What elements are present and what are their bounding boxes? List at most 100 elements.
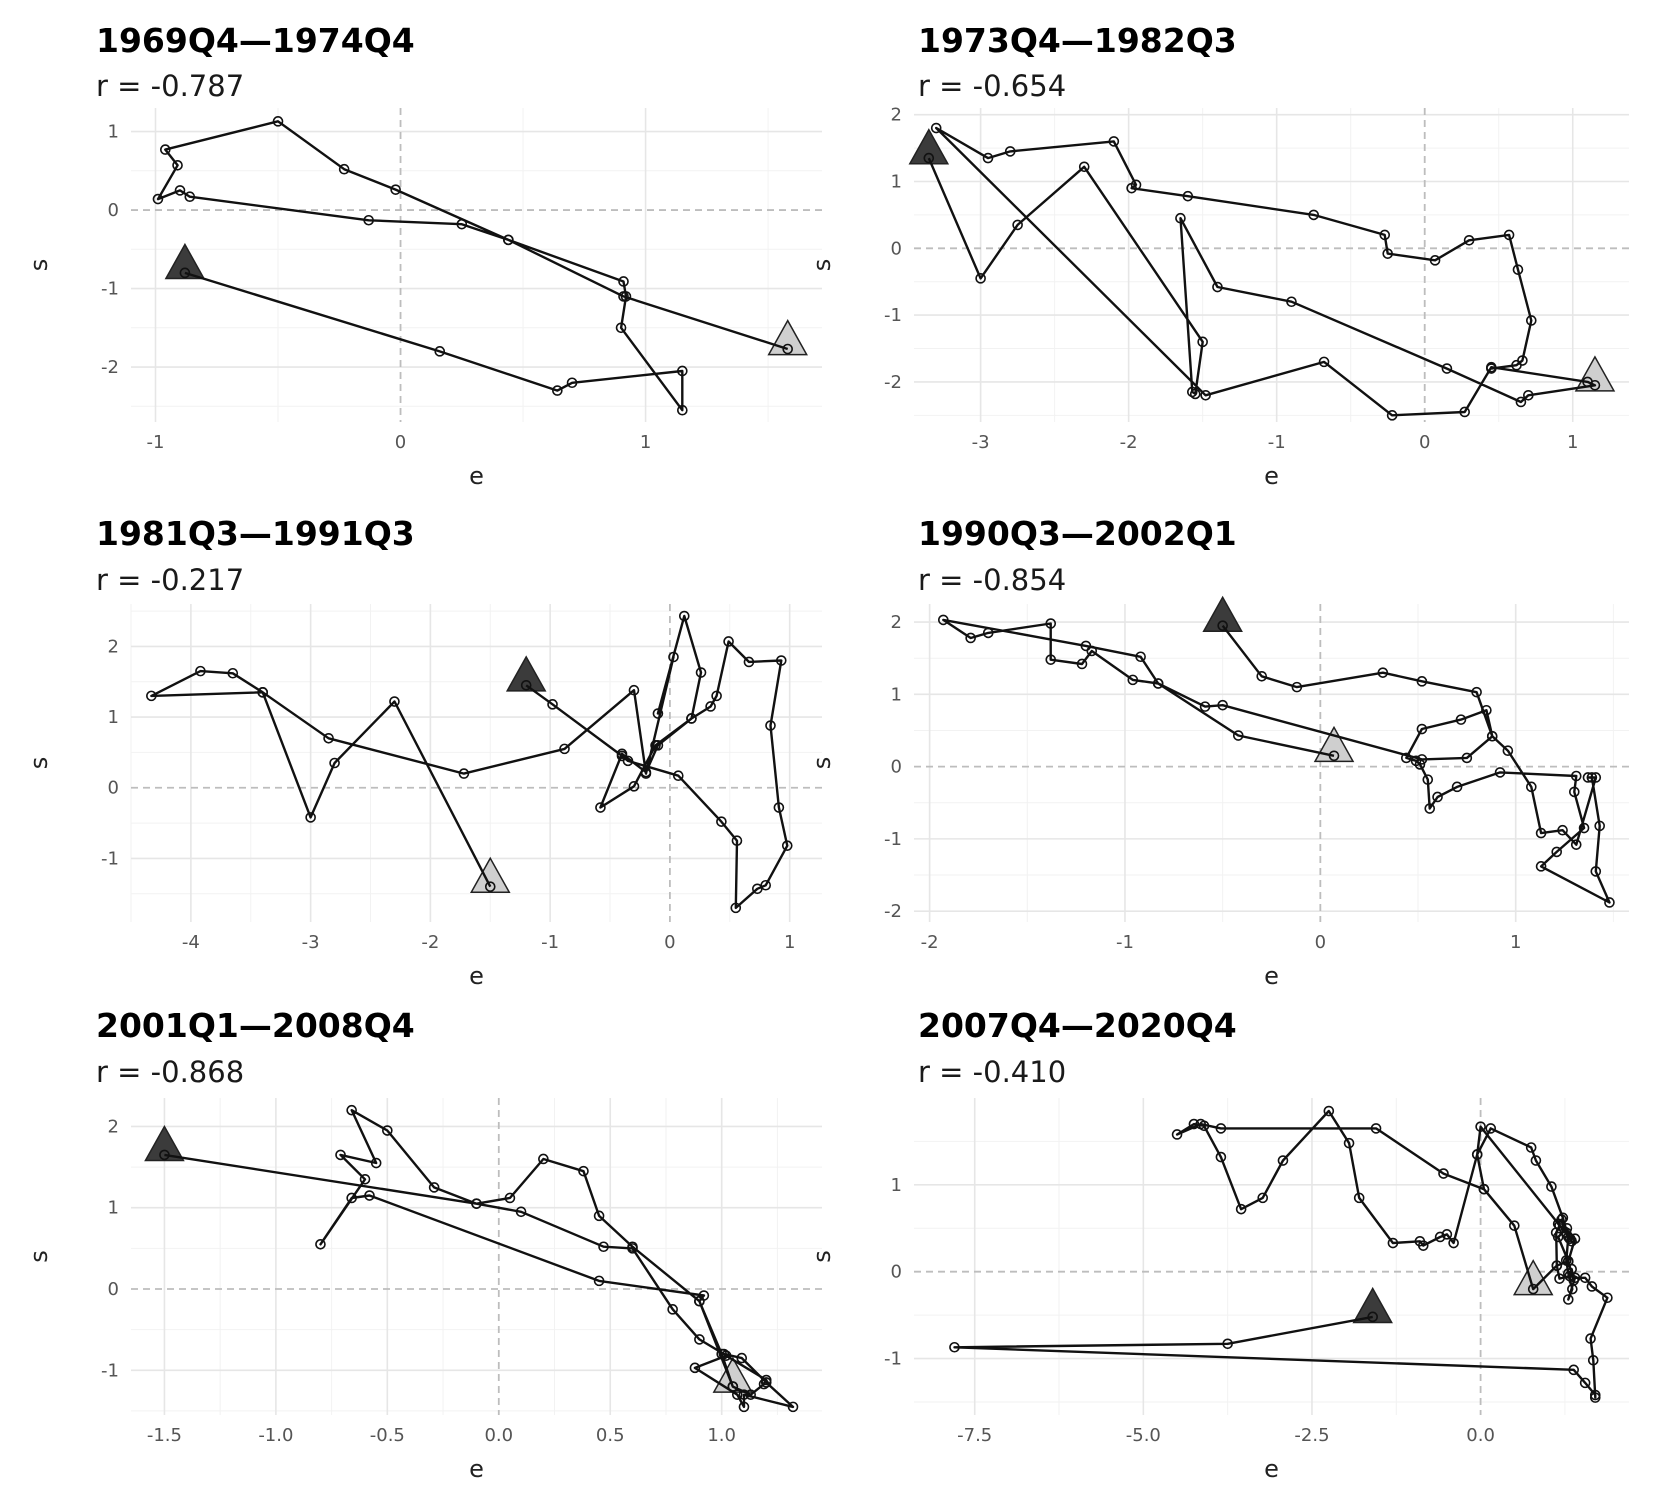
data-point	[1568, 1275, 1579, 1286]
data-point	[1004, 146, 1016, 157]
data-point	[1422, 774, 1434, 785]
data-point	[1481, 704, 1492, 716]
data-point	[1135, 651, 1146, 663]
data-point	[616, 748, 628, 760]
y-axis-label: s	[808, 757, 836, 770]
series-path	[927, 126, 1597, 417]
data-point	[672, 770, 684, 782]
data-point	[1328, 750, 1340, 762]
data-point	[1080, 640, 1092, 652]
data-point	[1416, 676, 1428, 687]
data-point	[1370, 1123, 1382, 1134]
data-point	[923, 152, 935, 164]
y-tick-label: -2	[101, 357, 119, 378]
data-point	[1045, 654, 1057, 665]
x-tick-label: 0	[1419, 432, 1430, 453]
data-point	[667, 1304, 678, 1315]
y-tick-label: -1	[884, 829, 902, 850]
data-point	[677, 365, 688, 377]
data-point	[179, 267, 191, 279]
data-point	[736, 1352, 748, 1364]
data-point	[694, 1295, 705, 1307]
x-tick-label: 1	[640, 432, 651, 453]
data-point	[760, 879, 772, 891]
data-point	[731, 835, 743, 847]
data-point	[346, 1104, 357, 1116]
x-tick-label: -3	[302, 932, 320, 953]
data-point	[615, 322, 627, 334]
x-tick-label: 1	[784, 932, 795, 953]
data-point	[1386, 410, 1398, 421]
y-tick-label: -1	[884, 305, 902, 326]
data-point	[678, 610, 690, 622]
y-tick-label: 2	[108, 636, 119, 657]
x-tick-label: -5.0	[1126, 1425, 1161, 1446]
data-point	[938, 614, 949, 626]
data-point	[652, 708, 664, 719]
data-point	[593, 1275, 605, 1287]
series-path	[156, 120, 789, 412]
panel-title: 2001Q1—2008Q4	[96, 1006, 415, 1045]
data-point	[1212, 281, 1223, 293]
x-tick-label: -2	[421, 932, 439, 953]
data-point	[1554, 1220, 1565, 1231]
x-tick-label: -1	[1116, 932, 1134, 953]
x-tick-label: 0.0	[484, 1425, 513, 1446]
data-point	[257, 687, 269, 698]
data-point	[1182, 190, 1194, 202]
data-point	[1535, 861, 1547, 872]
data-point	[1471, 1149, 1483, 1160]
data-point	[622, 755, 634, 767]
data-point	[677, 404, 688, 416]
end-marker	[1512, 1259, 1554, 1296]
x-tick-label: -1.5	[147, 1425, 182, 1446]
x-tick-label: 0	[1315, 932, 1326, 953]
data-point	[458, 768, 470, 779]
data-point	[1589, 1392, 1601, 1403]
data-point	[1171, 1129, 1183, 1140]
data-point	[428, 1182, 440, 1193]
gridlines	[914, 108, 1629, 422]
data-point	[1552, 1231, 1564, 1243]
data-point	[1485, 1123, 1497, 1134]
panel-1: 1969Q4—1974Q4 r = -0.787 -1 0 1 -2 -1 0 1 e s	[25, 21, 822, 490]
data-point	[1235, 1203, 1247, 1215]
x-axis-label: e	[469, 962, 484, 990]
x-axis-label: e	[1264, 1455, 1279, 1483]
data-point	[1189, 388, 1201, 400]
data-point	[1199, 701, 1211, 712]
y-tick-label: 2	[891, 105, 902, 126]
data-point	[1579, 1377, 1591, 1389]
panel-subtitle: r = -0.787	[96, 69, 244, 103]
data-point	[738, 1389, 750, 1400]
data-point	[1291, 681, 1303, 693]
data-point	[1012, 219, 1023, 231]
data-point	[965, 632, 976, 644]
gridlines	[914, 604, 1629, 922]
data-point	[1578, 822, 1590, 834]
data-point	[1471, 686, 1482, 698]
start-marker	[144, 1124, 185, 1162]
data-point	[1410, 755, 1422, 767]
data-point	[504, 1192, 516, 1204]
panel-subtitle: r = -0.217	[96, 563, 244, 597]
data-point	[1486, 363, 1497, 374]
data-point	[195, 665, 206, 677]
data-point	[1546, 1181, 1557, 1192]
data-point	[1323, 1105, 1335, 1117]
data-point	[982, 627, 994, 639]
data-point	[1523, 389, 1534, 401]
y-tick-label: 1	[108, 707, 119, 728]
x-axis-label: e	[1264, 962, 1279, 990]
x-tick-label: 1.0	[707, 1425, 736, 1446]
data-point	[1126, 182, 1137, 194]
start-marker	[1352, 1286, 1393, 1324]
x-axis-label: e	[469, 462, 484, 490]
y-tick-label: 0	[891, 1262, 902, 1283]
y-tick-label: 0	[891, 757, 902, 778]
data-point	[434, 346, 446, 357]
data-point	[370, 1157, 382, 1169]
data-point	[1377, 667, 1389, 678]
x-tick-label: 0	[664, 932, 675, 953]
data-point	[1441, 363, 1453, 374]
